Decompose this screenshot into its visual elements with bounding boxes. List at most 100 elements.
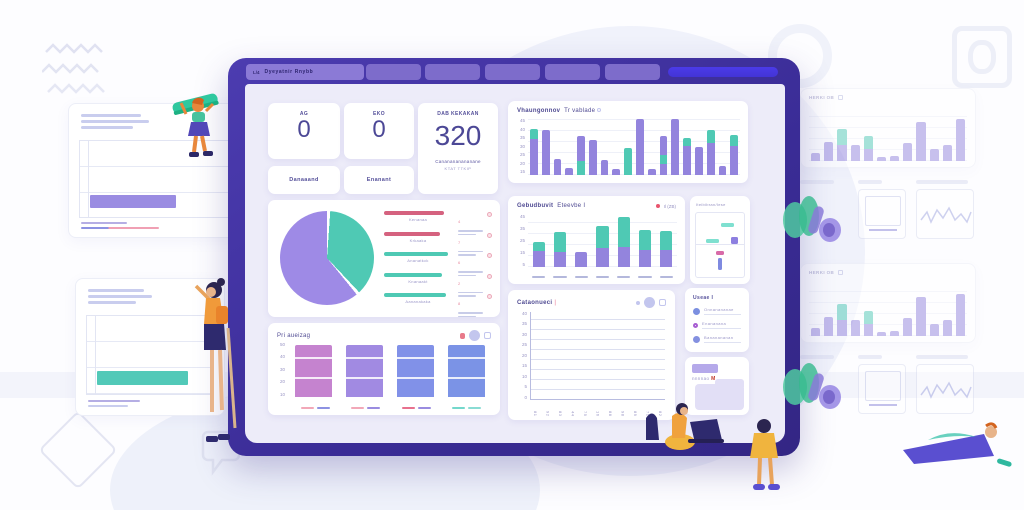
chart-bar [397,343,434,397]
chart-bar [903,107,913,161]
chart-subtitle: Tr vablade [564,108,596,114]
text-lines [458,230,483,235]
sparkline-card [916,189,974,239]
chart-bar [600,119,609,175]
legend-dot [693,335,700,343]
tick-label: 16 [595,410,601,416]
chart-bar [346,343,383,397]
browser-tab[interactable] [366,64,421,80]
stacked-chart-card: Gebudbuvit Eteevbe I Il (ZB) 45 35 25 15 5 [508,196,685,284]
chart-bar [876,282,887,336]
chart-bar [850,107,860,161]
avatar-circle-icon[interactable] [644,297,655,308]
options-icon[interactable] [659,299,666,306]
pie-chart-card: Kenanaa 4 Krkaaka 7 [268,200,500,317]
legend-list: Onnanananae Enananana Bananananan [685,307,749,343]
browser-tab[interactable] [425,64,480,80]
status-dot [487,232,492,238]
browser-tab[interactable] [605,64,660,80]
address-bar[interactable] [668,67,778,77]
ring-decoration [768,24,832,88]
tick-label: 92 [545,410,551,416]
task-number: 7 [458,239,461,245]
chart-bar [890,282,900,336]
info-icon[interactable] [597,108,602,113]
bar-chart-card: Vhaungonnov Tr vablade 45 40 35 30 25 20 15 [508,101,748,183]
legend-label: Enananana [702,321,741,329]
tick-label: 35 [519,135,525,141]
dashboard-screen: AG 0 Danaaand EKO 0 Enanant DAB KEKAKAN … [245,84,785,443]
chart-bar [659,119,668,175]
camera-logo-icon [952,26,1012,88]
progress-bar [384,293,446,297]
options-icon[interactable] [484,332,491,339]
chart-bar [942,282,952,336]
stat-card: AG 0 [268,103,340,159]
tick-label: 44 [570,410,576,416]
alert-mark: | [554,299,557,306]
status-dot [487,253,492,258]
plot-area [530,312,665,400]
tick-label: 20 [519,160,525,166]
background-mini-cards [800,180,976,239]
chart-bar [730,119,739,175]
tick-label: 10 [521,373,527,379]
tick-label: 98 [620,410,626,416]
task-number: 4 [458,219,461,224]
chart-bar [890,107,900,161]
footer-lines [81,221,159,229]
tick-label: 88 [608,410,613,416]
folder-shape[interactable] [695,379,744,410]
legend-row: Onnanananae [693,307,741,315]
person-reclining-illustration [903,422,1012,467]
tick-label: 0 [524,394,527,400]
chart-bar [541,119,550,175]
browser-tab[interactable] [545,64,600,80]
stat-footer: Enanant [366,177,392,183]
legend-row: Enananana [693,321,741,329]
chart-bar [706,119,715,175]
chart-bar [811,282,821,336]
chart-bar [837,282,847,336]
chart-title: Cataonueci [517,299,553,306]
chart-title: Pri aueizag [277,332,311,339]
legend-pair [341,406,392,409]
task-row: Knanaakt 2 [384,270,492,297]
task-row: Aananakaka 8 [384,290,492,317]
chart-bar [577,119,585,175]
chart-bar [955,282,966,336]
chart-bar [553,215,567,267]
scatter-mark [716,251,725,256]
stat-subtext: KTAT TTKIP [444,165,472,171]
background-bar-card: HERKI OB [800,88,976,168]
chart-title: Gebudbuvit [517,203,554,209]
pie-chart [280,211,374,305]
browser-tab-active[interactable]: L/4 Dyeyatnir Rnybb [246,64,364,80]
bar-chart [809,107,967,161]
text-lines [458,271,483,276]
chart-bar [824,107,834,161]
stat-subtext: Cananananananane [435,158,481,164]
tick-label: 15 [521,363,527,369]
task-number: 6 [458,260,461,265]
task-list: Kenanaa 4 Krkaaka 7 [384,208,492,317]
task-label: Aananakaka [405,299,431,304]
stat-card-large: DAB KEKAKAN 320 Cananananananane KTAT TT… [418,103,498,194]
minimize-icon[interactable] [636,300,640,305]
y-axis: 45 40 35 30 25 20 15 [516,118,528,175]
chart-bar [955,107,966,161]
tick-label: 15 [519,249,525,255]
bar-chart [528,119,740,175]
chart-bar [553,119,562,175]
browser-tab[interactable] [485,64,540,80]
legend-label: Il (ZB) [663,203,676,209]
legend-dot [693,307,700,315]
chart-bar [850,282,860,336]
chart-bar [575,215,588,267]
tick-label: 35 [521,321,527,327]
flag-mark: M [711,376,716,382]
chart-bar [837,107,847,161]
tick-label: 30 [279,366,285,372]
avatar-circle-icon[interactable] [469,330,480,341]
chart-bar [448,343,485,397]
